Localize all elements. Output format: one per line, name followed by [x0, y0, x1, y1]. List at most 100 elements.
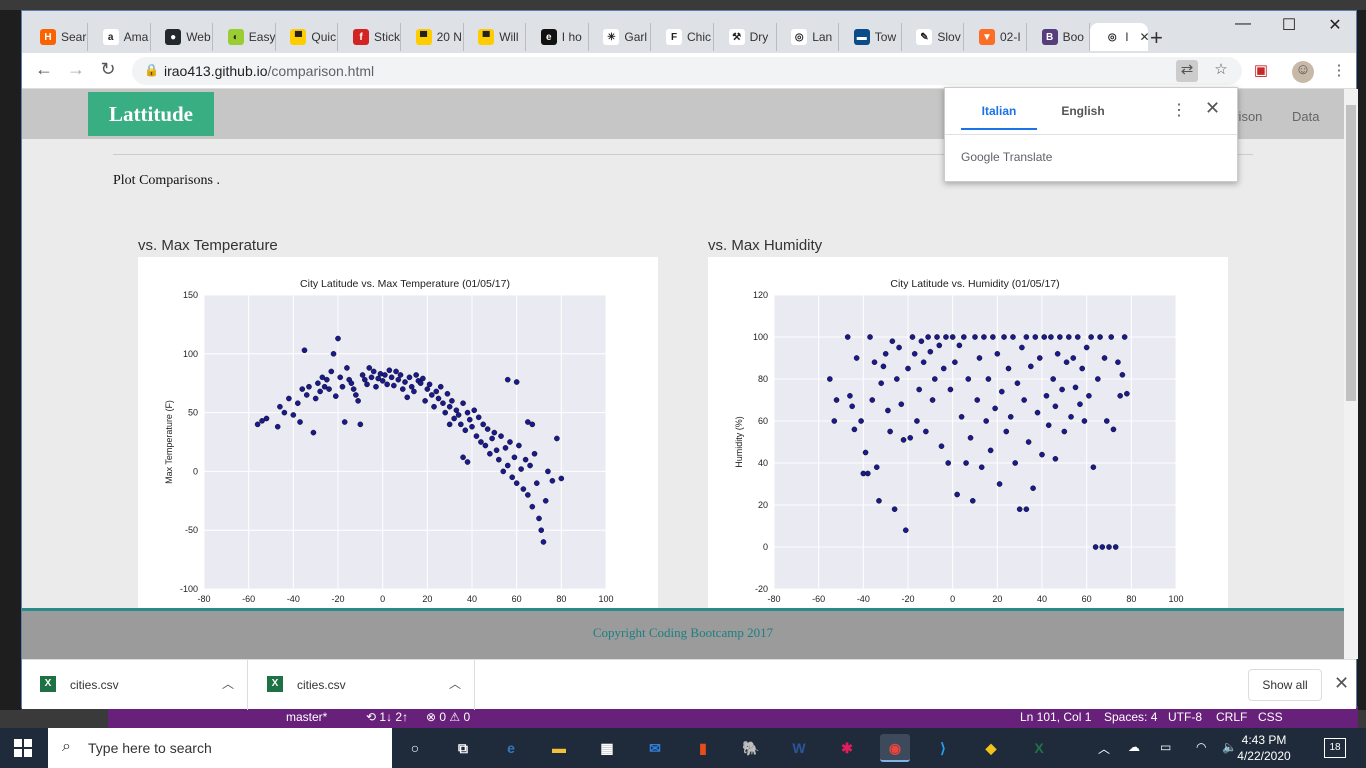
- x-tick-label: -20: [901, 594, 914, 604]
- tab-label: Tow: [874, 30, 897, 44]
- browser-tab[interactable]: ▬ Tow: [840, 23, 902, 51]
- data-point: [1014, 380, 1021, 386]
- data-point: [328, 368, 335, 375]
- data-point: [355, 398, 361, 404]
- data-point: [972, 334, 978, 340]
- minimize-button[interactable]: —: [1235, 15, 1251, 32]
- plot-humidity[interactable]: -80 -60 -40 -20 0 20 40 60 80 100 -20 0 20 40 60 80 100 1…: [708, 257, 1228, 617]
- git-icon[interactable]: ◆: [985, 740, 997, 756]
- eol-setting[interactable]: CRLF: [1216, 710, 1248, 724]
- translate-tab-italian[interactable]: Italian: [961, 104, 1037, 130]
- browser-tab[interactable]: ▀ Will: [464, 23, 527, 51]
- notification-center-icon[interactable]: 18: [1324, 738, 1346, 758]
- divider: [113, 154, 1253, 155]
- task-view-icon[interactable]: ⧉: [458, 740, 468, 756]
- edge-icon[interactable]: e: [507, 740, 515, 756]
- reload-button[interactable]: ↻: [100, 59, 116, 79]
- start-button[interactable]: [14, 739, 32, 757]
- battery-icon[interactable]: ▭: [1160, 740, 1172, 754]
- translate-tab-english[interactable]: English: [1061, 104, 1105, 118]
- close-window-button[interactable]: ✕: [1328, 17, 1342, 34]
- scrollbar-thumb[interactable]: [1346, 105, 1356, 401]
- new-tab-button[interactable]: +: [1150, 25, 1163, 50]
- data-point: [1121, 334, 1128, 340]
- store-icon[interactable]: ▦: [600, 740, 614, 756]
- maximize-button[interactable]: ☐: [1281, 17, 1297, 34]
- translate-close-icon[interactable]: ✕: [1205, 98, 1221, 118]
- indent-setting[interactable]: Spaces: 4: [1104, 710, 1158, 724]
- extension-icon[interactable]: ▣: [1253, 62, 1269, 79]
- chevron-up-icon[interactable]: ︿: [222, 677, 235, 691]
- file-explorer-icon[interactable]: ▬: [552, 740, 566, 756]
- data-point: [446, 421, 453, 428]
- taskbar-search[interactable]: ⌕ Type here to search: [48, 728, 392, 768]
- word-icon[interactable]: W: [792, 740, 806, 756]
- plot-area: [774, 295, 1176, 589]
- data-point: [471, 407, 478, 414]
- nav-link-data[interactable]: Data: [1292, 109, 1320, 124]
- browser-tab[interactable]: a Ama: [89, 23, 151, 51]
- vscode-icon[interactable]: ⟩: [940, 740, 946, 756]
- plot-temperature[interactable]: -80 -60 -40 -20 0 20 40 60 80 100 -100 -50 0 50 100 150…: [138, 257, 658, 617]
- bookmark-star-icon[interactable]: ☆: [1214, 61, 1228, 78]
- chevron-up-icon[interactable]: ︿: [449, 677, 462, 691]
- excel-icon[interactable]: X: [1034, 740, 1044, 756]
- cortana-icon[interactable]: ○: [410, 740, 420, 756]
- tray-chevron-icon[interactable]: ︿: [1098, 742, 1111, 756]
- address-bar[interactable]: 🔒 irao413.github.io/comparison.html ⇄ ☆: [132, 57, 1242, 85]
- show-all-downloads-button[interactable]: Show all: [1248, 669, 1322, 701]
- browser-tab[interactable]: f Stick: [339, 23, 401, 51]
- forward-button[interactable]: →: [67, 59, 85, 79]
- browser-tab[interactable]: ▀ 20 N: [402, 23, 464, 51]
- page-scrollbar[interactable]: [1344, 89, 1358, 659]
- browser-tab[interactable]: ✳ Garl: [589, 23, 652, 51]
- browser-tab[interactable]: B Boo: [1028, 23, 1090, 51]
- browser-tab[interactable]: ▀ Quic: [276, 23, 339, 51]
- site-brand[interactable]: Lattitude: [88, 92, 214, 136]
- browser-tab[interactable]: ◎ I ✕: [1090, 23, 1149, 51]
- close-tab-icon[interactable]: ✕: [1139, 30, 1149, 44]
- data-point: [1117, 392, 1123, 399]
- browser-tab[interactable]: ⚒ Dry: [715, 23, 777, 51]
- browser-tab[interactable]: ◎ Lan: [777, 23, 840, 51]
- download-item[interactable]: X cities.csv ︿: [249, 660, 475, 710]
- home-depot-icon: H: [40, 29, 56, 45]
- system-clock[interactable]: 4:43 PM 4/22/2020: [1237, 733, 1291, 763]
- x-tick-label: -80: [767, 594, 780, 604]
- browser-tab[interactable]: H Sear: [26, 23, 88, 51]
- volume-icon[interactable]: 🔈: [1222, 740, 1237, 754]
- office-icon[interactable]: ▮: [699, 740, 707, 756]
- browser-tab[interactable]: F Chic: [652, 23, 714, 51]
- problems-indicator[interactable]: ⊗ 0 ⚠ 0: [426, 710, 471, 724]
- language-mode[interactable]: CSS: [1258, 710, 1283, 724]
- browser-tab[interactable]: ▼ 02-I: [965, 23, 1027, 51]
- profile-avatar[interactable]: ☺: [1292, 61, 1314, 83]
- download-item[interactable]: X cities.csv ︿: [22, 660, 248, 710]
- translate-options-icon[interactable]: ⋮: [1171, 102, 1187, 119]
- translate-icon[interactable]: ⇄: [1176, 60, 1198, 82]
- footer-copyright: Copyright Coding Bootcamp 2017: [592, 625, 774, 640]
- plot-area: [204, 295, 606, 589]
- git-sync[interactable]: ⟲ 1↓ 2↑: [366, 710, 409, 724]
- git-branch[interactable]: master*: [286, 710, 328, 724]
- tab-label: Dry: [749, 30, 769, 44]
- slack-icon[interactable]: ✱: [841, 740, 853, 756]
- cursor-position[interactable]: Ln 101, Col 1: [1020, 710, 1092, 724]
- mail-icon[interactable]: ✉: [649, 740, 661, 756]
- close-downloads-icon[interactable]: ✕: [1334, 673, 1350, 693]
- back-button[interactable]: ←: [35, 59, 53, 79]
- tab-label: Slov: [937, 30, 961, 44]
- postgres-icon[interactable]: 🐘: [742, 740, 760, 756]
- weather-icon[interactable]: ☁: [1128, 740, 1140, 754]
- browser-tab[interactable]: ✎ Slov: [902, 23, 965, 51]
- tab-label: Easy: [248, 30, 276, 44]
- browser-tab[interactable]: e I ho: [527, 23, 589, 51]
- data-point: [831, 418, 838, 424]
- chrome-icon[interactable]: ◉: [880, 734, 910, 762]
- wifi-icon[interactable]: ◠: [1196, 740, 1207, 754]
- browser-tab[interactable]: ● Web: [151, 23, 214, 51]
- encoding-setting[interactable]: UTF-8: [1168, 710, 1202, 724]
- menu-kebab-icon[interactable]: ⋮: [1331, 62, 1347, 79]
- data-point: [451, 415, 457, 422]
- browser-tab[interactable]: ◐ Easy: [214, 23, 276, 51]
